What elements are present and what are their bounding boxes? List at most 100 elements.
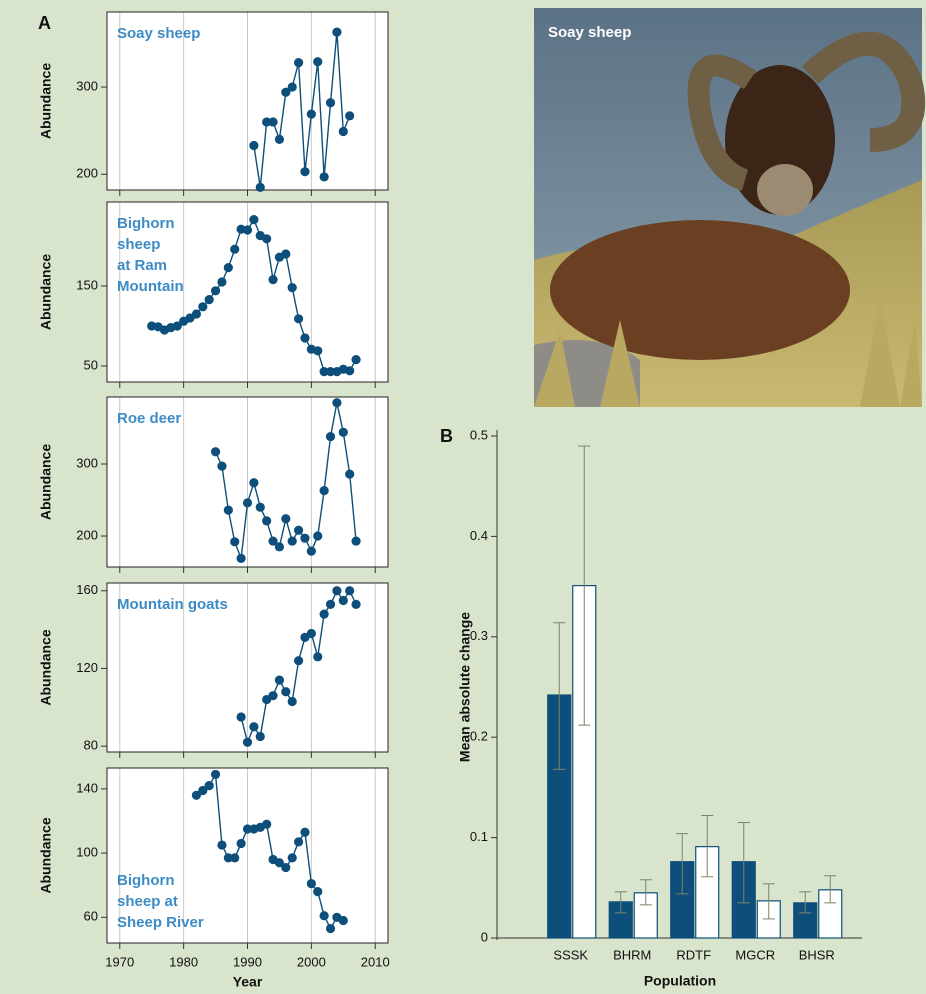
data-point <box>313 531 323 541</box>
plot-frame <box>106 396 389 568</box>
data-point <box>242 824 253 834</box>
data-point <box>230 537 240 547</box>
photo-grass-blades <box>534 300 922 407</box>
data-point <box>223 263 233 273</box>
data-point <box>351 536 361 546</box>
data-point <box>287 696 297 707</box>
x-tick-label: BHSR <box>799 947 835 962</box>
data-point <box>345 469 355 479</box>
data-point <box>230 853 240 863</box>
panel-title: Mountain <box>117 278 184 295</box>
y-axis-label: Abundance <box>38 817 54 893</box>
data-point <box>210 769 221 780</box>
data-point <box>210 286 221 296</box>
photo-sheep-body <box>550 220 850 360</box>
data-point <box>242 225 253 235</box>
data-point <box>332 398 342 408</box>
data-point <box>313 346 323 356</box>
data-point <box>198 302 208 312</box>
data-point <box>255 502 265 512</box>
y-tick-label: 80 <box>84 738 98 753</box>
data-point <box>325 367 336 377</box>
photo-sheep-muzzle <box>757 164 813 216</box>
data-point <box>172 321 182 331</box>
data-point <box>287 82 297 92</box>
data-point <box>274 542 285 552</box>
data-point <box>351 355 361 365</box>
data-point <box>293 525 304 535</box>
y-tick-label: 0.1 <box>470 829 488 844</box>
panel-title: sheep at <box>117 893 178 910</box>
x-tick-label: RDTF <box>676 947 711 962</box>
y-tick-label: 160 <box>76 582 98 597</box>
y-tick-label: 200 <box>76 527 98 542</box>
data-point <box>262 819 272 829</box>
data-point <box>262 117 272 127</box>
y-tick-label: 0 <box>481 929 488 944</box>
data-point <box>281 87 291 97</box>
data-point <box>217 277 227 287</box>
data-point <box>345 586 355 596</box>
data-point <box>319 911 329 921</box>
data-point <box>281 862 291 873</box>
data-point <box>313 57 323 67</box>
data-point <box>268 691 278 701</box>
data-point <box>338 595 348 606</box>
data-point <box>249 215 259 225</box>
data-point <box>242 498 253 508</box>
data-point <box>204 781 214 791</box>
x-tick-label: 2000 <box>297 954 326 969</box>
data-point <box>306 878 316 889</box>
panel-title: Soay sheep <box>117 25 200 42</box>
data-point <box>223 505 233 515</box>
data-point <box>249 722 259 732</box>
data-point <box>345 111 355 121</box>
data-point <box>281 514 291 524</box>
data-point <box>262 516 272 526</box>
data-point <box>287 283 297 293</box>
data-point <box>274 134 285 144</box>
data-point <box>268 275 278 285</box>
data-point <box>249 478 259 488</box>
plot-frame <box>106 201 389 383</box>
y-tick-label: 140 <box>76 780 98 795</box>
data-point <box>306 546 316 556</box>
y-tick-label: 0.3 <box>470 628 488 643</box>
panel-title: Bighorn <box>117 215 175 232</box>
data-point <box>249 140 259 151</box>
data-point <box>300 333 310 343</box>
photo-horn-right <box>801 31 926 152</box>
photo-horn-left <box>687 54 757 191</box>
data-point <box>306 109 316 119</box>
panel-title: Sheep River <box>117 914 204 931</box>
x-tick-label: 1990 <box>233 954 262 969</box>
data-point <box>210 447 221 457</box>
y-axis-label: Abundance <box>38 254 54 330</box>
data-point <box>236 712 246 722</box>
x-tick-label: 1980 <box>169 954 198 969</box>
data-point <box>293 837 304 847</box>
data-point <box>293 314 304 324</box>
y-tick-label: 120 <box>76 660 98 675</box>
data-point <box>313 887 323 897</box>
panel-title: sheep <box>117 236 160 253</box>
plot-frame <box>106 582 389 753</box>
y-tick-label: 200 <box>76 166 98 181</box>
data-point <box>242 737 253 747</box>
data-point <box>325 923 336 934</box>
x-tick-label: 2010 <box>361 954 390 969</box>
panel-label: B <box>440 426 453 446</box>
data-point <box>319 609 329 619</box>
plot-frame <box>106 767 389 944</box>
plot-frame <box>106 11 389 191</box>
data-point <box>281 249 291 259</box>
data-point <box>319 172 329 182</box>
y-axis-label: Abundance <box>38 63 54 139</box>
data-point <box>268 117 278 127</box>
data-point <box>325 599 336 609</box>
data-point <box>236 838 246 849</box>
data-point <box>191 309 202 319</box>
y-tick-label: 60 <box>84 909 98 924</box>
data-point <box>191 790 202 800</box>
